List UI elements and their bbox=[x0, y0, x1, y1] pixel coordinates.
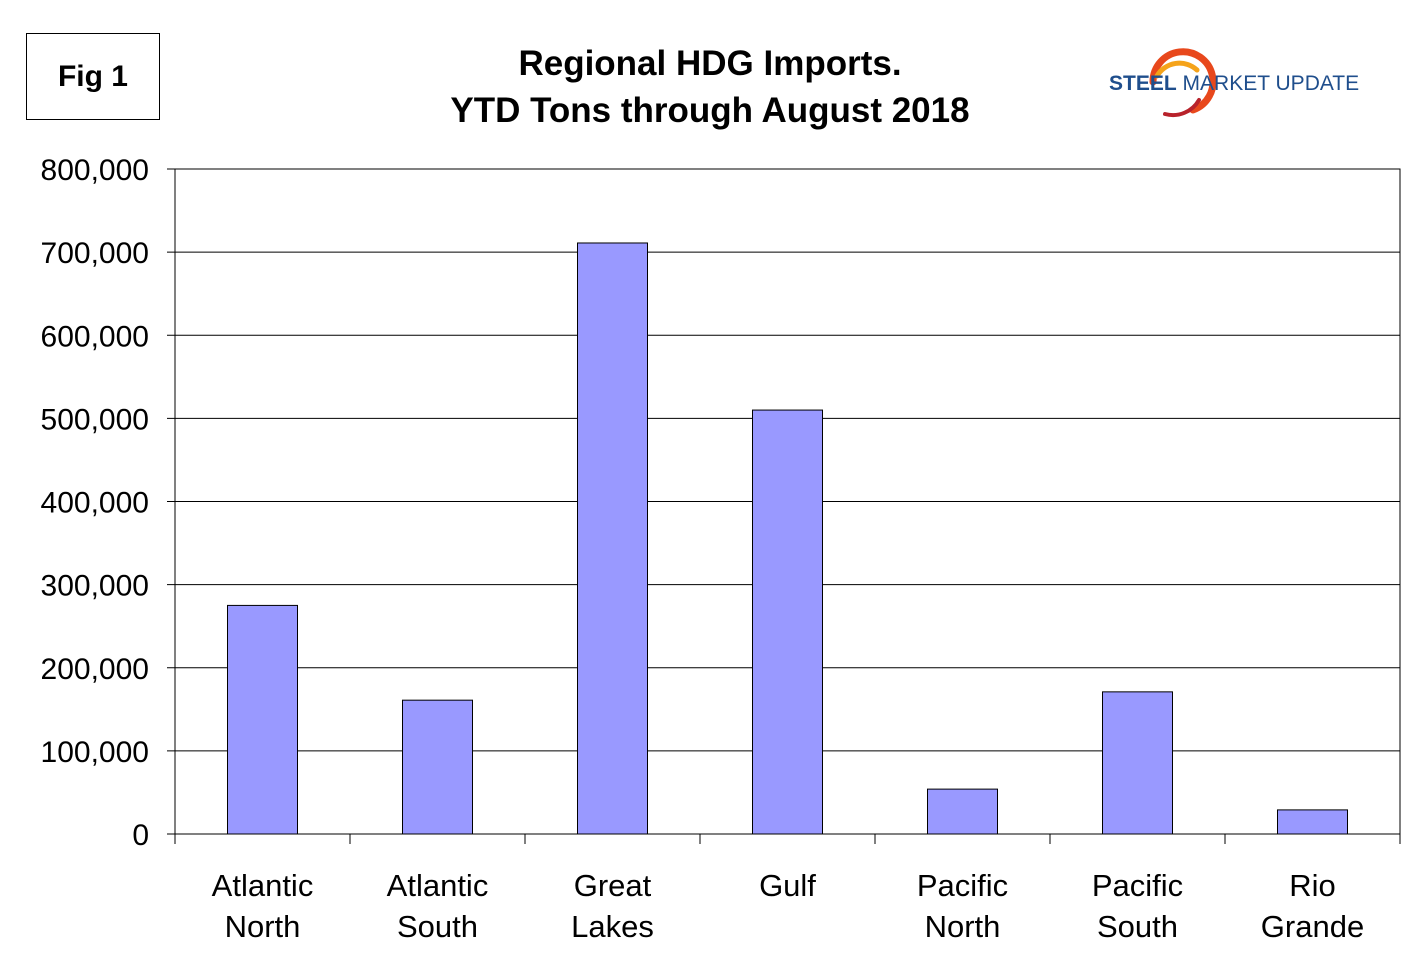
x-tick-label: South bbox=[397, 909, 478, 944]
bar bbox=[1277, 809, 1348, 835]
chart-title: Regional HDG Imports. YTD Tons through A… bbox=[380, 40, 1040, 134]
y-tick-label: 500,000 bbox=[41, 403, 149, 436]
chart-title-line-1: Regional HDG Imports. bbox=[518, 44, 902, 83]
x-tick-label: Great bbox=[574, 868, 652, 903]
logo-word-update: UPDATE bbox=[1275, 72, 1360, 95]
x-tick-label: Gulf bbox=[759, 868, 816, 903]
x-tick-label: Rio bbox=[1289, 868, 1336, 903]
logo-word-market: MARKET bbox=[1182, 72, 1270, 95]
logo-word-steel: STEEL bbox=[1109, 72, 1177, 95]
bar bbox=[927, 788, 998, 835]
y-tick-label: 200,000 bbox=[41, 653, 149, 686]
y-tick-label: 600,000 bbox=[41, 320, 149, 353]
x-tick-label: Pacific bbox=[1092, 868, 1183, 903]
logo-text: STEEL MARKET UPDATE bbox=[1109, 72, 1359, 96]
bar bbox=[402, 699, 473, 835]
logo-swoosh-icon bbox=[1149, 48, 1217, 118]
bar bbox=[752, 409, 823, 835]
x-tick-label: Lakes bbox=[571, 909, 654, 944]
y-tick-label: 0 bbox=[132, 819, 149, 852]
y-tick-label: 800,000 bbox=[41, 154, 149, 187]
bar bbox=[1102, 691, 1173, 835]
bar bbox=[577, 242, 648, 835]
x-tick-label: Atlantic bbox=[212, 868, 314, 903]
bar bbox=[227, 604, 298, 835]
y-tick-label: 400,000 bbox=[41, 487, 149, 520]
steel-market-update-logo: STEEL MARKET UPDATE bbox=[1105, 48, 1365, 123]
x-tick-label: Atlantic bbox=[387, 868, 489, 903]
figure-label: Fig 1 bbox=[26, 33, 160, 120]
chart-title-line-2: YTD Tons through August 2018 bbox=[450, 91, 970, 130]
y-tick-label: 300,000 bbox=[41, 570, 149, 603]
x-tick-label: Pacific bbox=[917, 868, 1008, 903]
x-tick-label: North bbox=[925, 909, 1001, 944]
y-tick-label: 100,000 bbox=[41, 736, 149, 769]
x-tick-label: North bbox=[225, 909, 301, 944]
x-tick-label: Grande bbox=[1261, 909, 1364, 944]
y-tick-label: 700,000 bbox=[41, 237, 149, 270]
x-tick-label: South bbox=[1097, 909, 1178, 944]
